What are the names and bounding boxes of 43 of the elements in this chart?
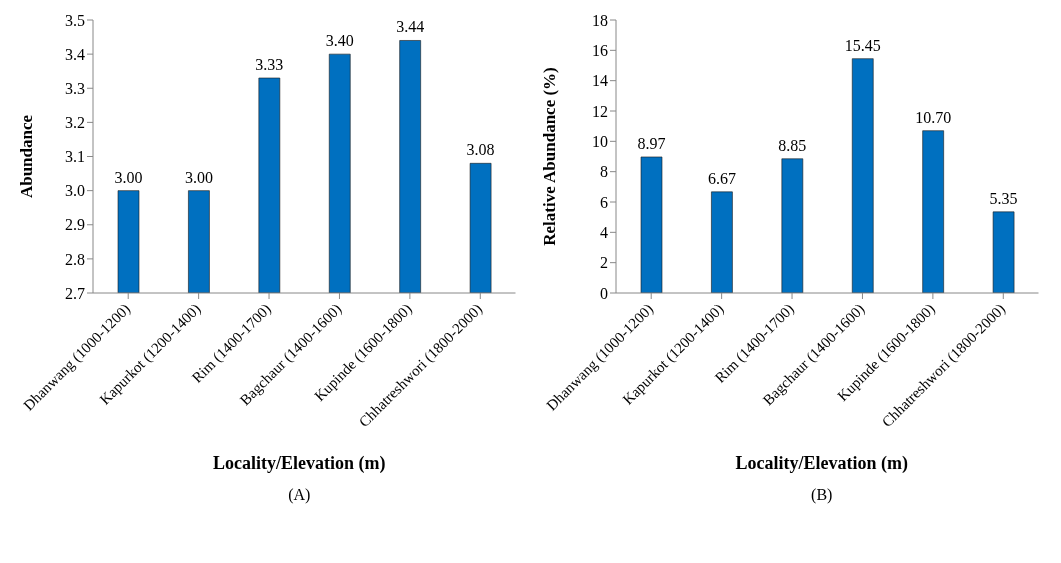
data-label: 3.33: [255, 56, 284, 74]
data-label: 3.44: [396, 18, 425, 36]
data-label: 8.97: [637, 134, 665, 152]
bar: [921, 130, 944, 293]
bar: [851, 58, 874, 293]
y-tick-label: 3.5: [65, 11, 85, 29]
y-tick-label: 2.9: [65, 216, 85, 234]
data-label: 3.00: [114, 168, 143, 186]
y-tick-label: 16: [591, 42, 608, 60]
y-axis-title: Relative Abundance (%): [539, 67, 559, 246]
x-axis-title: Locality/Elevation (m): [734, 453, 909, 474]
text: (B): [810, 486, 834, 504]
y-tick-label: 2.8: [65, 250, 85, 268]
y-tick-label: 3.3: [65, 79, 85, 97]
y-axis-title: Abundance: [17, 114, 37, 199]
y-tick-label: 12: [591, 102, 608, 120]
y-tick-label: 2.7: [65, 284, 85, 302]
bar: [992, 211, 1014, 293]
data-label: 10.70: [914, 108, 951, 126]
data-label: 8.85: [777, 136, 806, 154]
data-label: 3.00: [184, 168, 213, 186]
y-tick-label: 3.2: [65, 114, 85, 132]
bar: [781, 158, 803, 293]
y-tick-label: 3.1: [65, 148, 85, 166]
y-tick-label: 6: [599, 193, 608, 211]
y-tick-label: 0: [599, 284, 608, 302]
x-axis-title: Locality/Elevation (m): [212, 453, 387, 474]
y-tick-label: 10: [591, 133, 608, 151]
bar: [640, 156, 662, 293]
data-label: 6.67: [707, 169, 736, 187]
y-tick-label: 4: [599, 224, 608, 242]
y-tick-label: 18: [591, 11, 608, 29]
data-label: 5.35: [989, 189, 1018, 207]
data-label: 3.08: [466, 141, 495, 159]
y-tick-label: 14: [591, 72, 608, 90]
text: (A): [287, 486, 312, 504]
y-tick-label: 8: [599, 163, 608, 181]
data-label: 15.45: [844, 36, 881, 54]
y-tick-label: 3.0: [65, 182, 85, 200]
data-label: 3.40: [325, 32, 354, 50]
y-tick-label: 2: [599, 254, 608, 272]
bar: [710, 191, 733, 293]
y-tick-label: 3.4: [65, 45, 85, 63]
